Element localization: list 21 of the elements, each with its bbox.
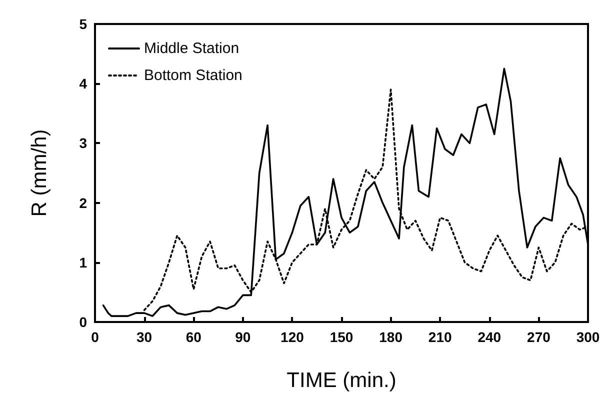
- y-tick-label: 2: [79, 194, 88, 211]
- x-tick-label: 300: [576, 329, 600, 345]
- x-tick-label: 210: [428, 329, 452, 345]
- x-tick-label: 90: [235, 329, 251, 345]
- x-tick-label: 240: [478, 329, 502, 345]
- y-tick-label: 5: [79, 16, 88, 32]
- x-tick-label: 270: [527, 329, 551, 345]
- x-axis-title: TIME (min.): [286, 369, 396, 392]
- x-tick-label: 30: [136, 329, 152, 345]
- x-tick-label: 180: [379, 329, 403, 345]
- x-tick-label: 150: [330, 329, 354, 345]
- x-tick-label: 120: [280, 329, 304, 345]
- legend-label: Middle Station: [144, 40, 240, 57]
- y-tick-label: 1: [79, 254, 88, 270]
- y-tick-label: 4: [79, 76, 88, 92]
- y-axis-title: R (mm/h): [28, 129, 51, 217]
- x-tick-label: 0: [91, 329, 100, 345]
- legend-label: Bottom Station: [144, 67, 242, 84]
- x-tick-label: 60: [186, 329, 202, 345]
- y-tick-label: 3: [79, 135, 88, 152]
- y-tick-label: 0: [79, 314, 88, 330]
